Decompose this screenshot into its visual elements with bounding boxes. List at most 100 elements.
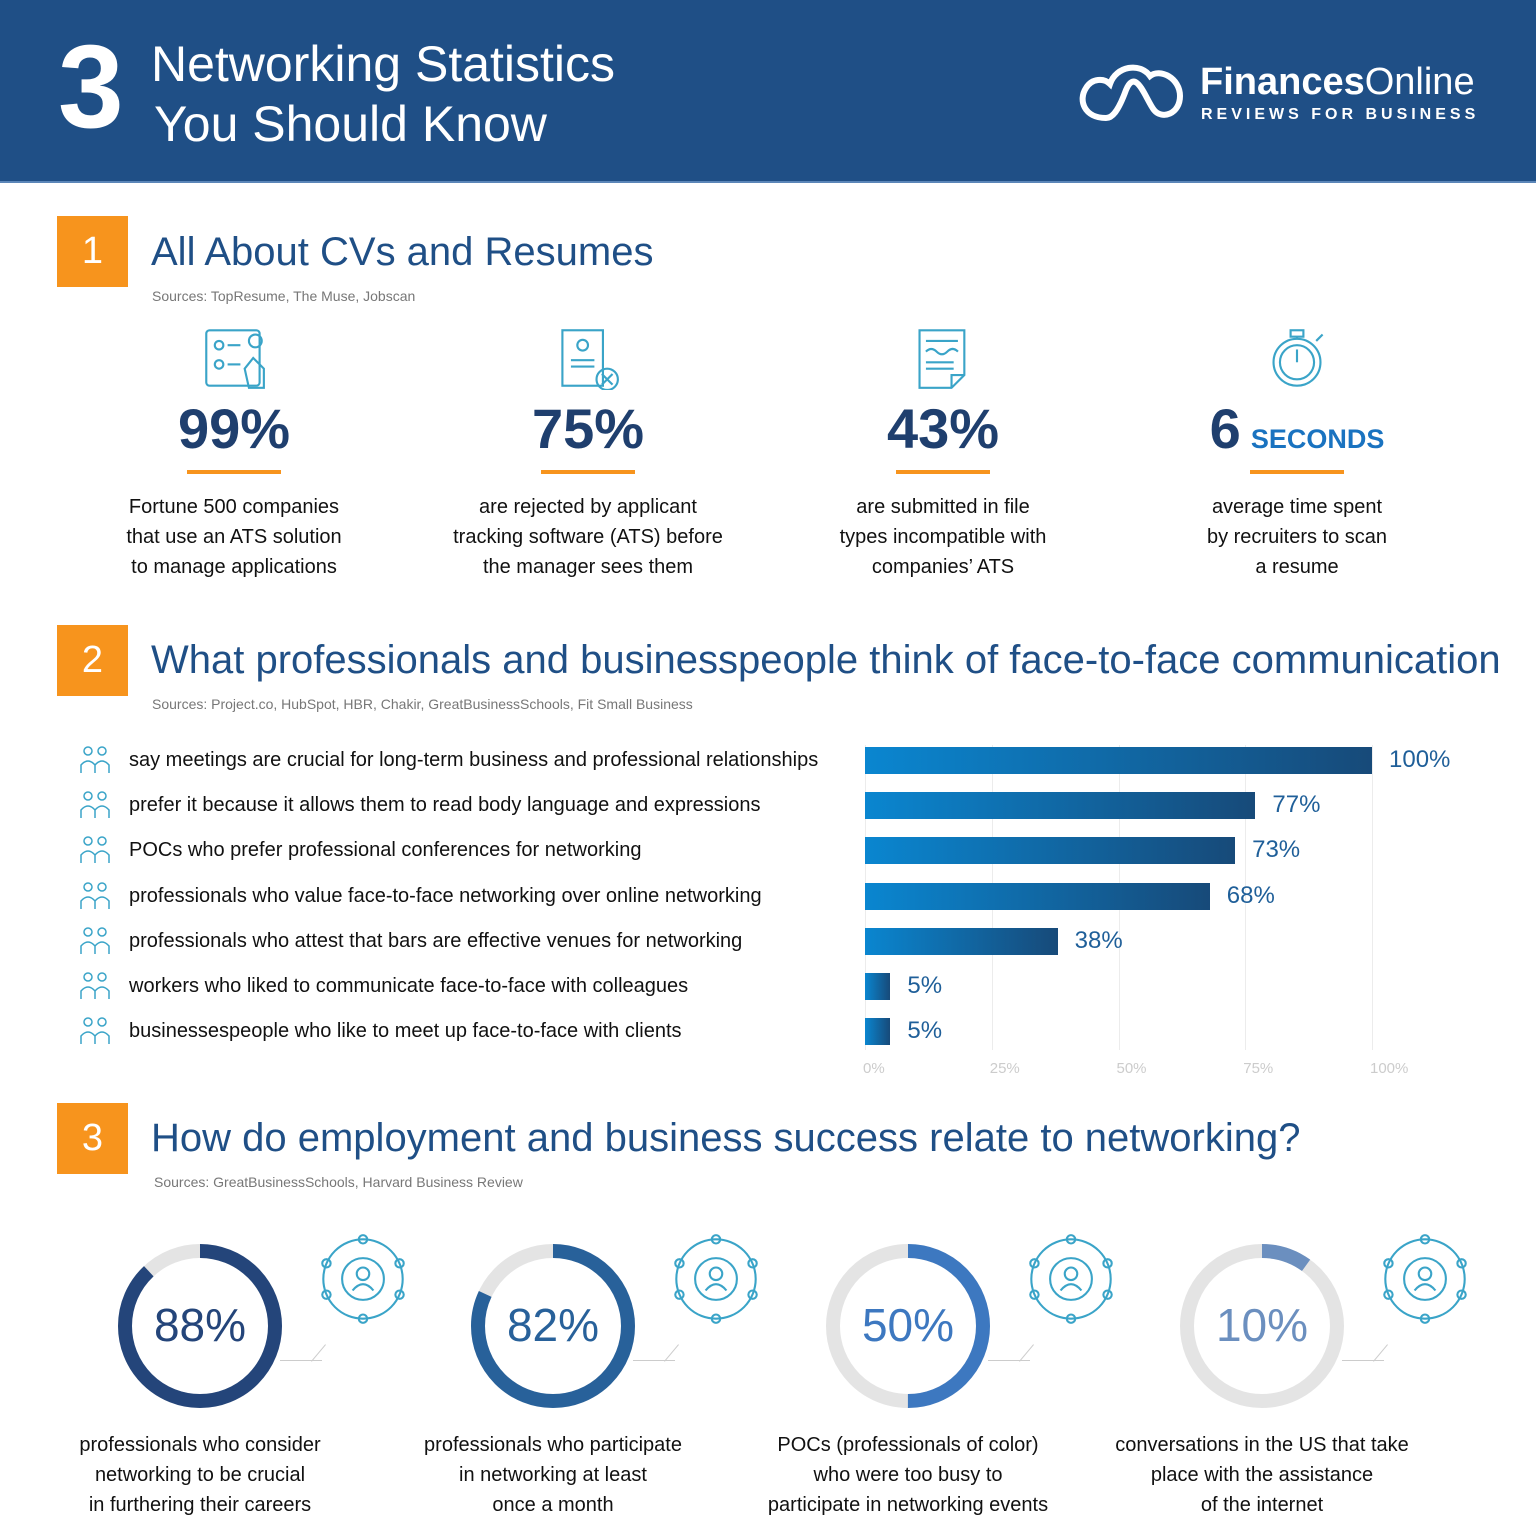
x-tick-label: 100%: [1370, 1060, 1409, 1077]
bar: [865, 837, 1236, 865]
stat-description-line: that use an ATS solution: [126, 526, 342, 548]
section-1-number: 1: [57, 216, 128, 287]
bar-category-label: workers who liked to communicate face-to…: [129, 975, 689, 997]
section-2-title: What professionals and businesspeople th…: [151, 638, 1501, 682]
title-line-1: Networking Statistics: [151, 36, 616, 92]
bar-category-label: prefer it because it allows them to read…: [129, 794, 761, 817]
stat-number: 75%: [531, 397, 645, 460]
stat-value: 43%: [783, 394, 1103, 464]
network-person-icon: [316, 1232, 410, 1331]
donut-arc: [471, 1244, 635, 1408]
donut-arc: [118, 1244, 282, 1408]
donut-description-line: place with the assistance: [1150, 1464, 1374, 1486]
bar-value-label: 77%: [1272, 791, 1321, 819]
donut-value: 82%: [506, 1299, 600, 1351]
grid-line: [1245, 745, 1247, 1050]
bar: [865, 1018, 891, 1046]
bar-category-label: businessespeople who like to meet up fac…: [129, 1020, 682, 1043]
stat-card: 99% Fortune 500 companies that use an ATS …: [74, 326, 394, 582]
donut-chart: 50%: [818, 1236, 998, 1416]
professional-calendar-icon: [669, 1232, 763, 1331]
rejected-resume-icon: [428, 326, 748, 394]
stat-card: 6 SECONDS average time spent by recruiters …: [1137, 326, 1457, 582]
stat-description-line: companies’ ATS: [871, 556, 1015, 578]
donut-description: professionals who consider networking to …: [20, 1430, 380, 1520]
bar: [865, 882, 1210, 910]
header-number: 3: [58, 21, 124, 153]
stat-description-line: are submitted in file: [856, 496, 1030, 518]
clients-meeting-icon: [78, 1014, 112, 1048]
colleagues-icon: [78, 969, 112, 1003]
stat-underline: [187, 470, 281, 474]
donut-arc: [1180, 1244, 1344, 1408]
document-icon: [783, 326, 1103, 394]
stat-unit: SECONDS: [1250, 424, 1385, 454]
donut-chart: 82%: [463, 1236, 643, 1416]
meeting-icon: [78, 743, 112, 777]
donut-arc: [826, 1244, 990, 1408]
stat-description: average time spent by recruiters to scan a…: [1137, 492, 1457, 582]
clock-businessman-icon: [1024, 1232, 1118, 1331]
grid-line: [1372, 745, 1373, 1050]
stat-description-line: the manager sees them: [482, 556, 694, 578]
cloud-logo-icon: [1079, 64, 1184, 122]
stat-description: are rejected by applicant tracking softwa…: [428, 492, 748, 582]
bar: [865, 747, 1372, 774]
header-banner: [0, 0, 1536, 183]
section-3-sources: Sources: GreatBusinessSchools, Harvard B…: [154, 1174, 523, 1190]
stat-value: 99%: [74, 394, 394, 464]
donut-description-line: who were too busy to: [813, 1464, 1003, 1486]
stat-description-line: are rejected by applicant: [479, 496, 697, 518]
stat-value: 75%: [428, 394, 748, 464]
bar-category-label: say meetings are crucial for long-term b…: [129, 749, 819, 771]
donut-description: conversations in the US that take place w…: [1082, 1430, 1442, 1520]
donut-description-line: participate in networking events: [767, 1494, 1049, 1516]
x-tick-label: 0%: [863, 1060, 885, 1077]
bar-category-label: POCs who prefer professional conferences…: [129, 839, 642, 862]
donut-description-line: professionals who consider: [79, 1434, 321, 1456]
connector-line: [1342, 1360, 1384, 1361]
donut-value: 88%: [153, 1299, 247, 1351]
donut-chart: 10%: [1172, 1236, 1352, 1416]
stat-number: 6: [1209, 397, 1241, 460]
stat-description-line: Fortune 500 companies: [128, 496, 340, 518]
donut-description-line: networking to be crucial: [94, 1464, 306, 1486]
donut-value: 10%: [1215, 1299, 1309, 1351]
logo-text: FinancesOnline: [1200, 61, 1475, 103]
stat-description-line: types incompatible with: [839, 526, 1047, 548]
video-call-icon: [1378, 1232, 1472, 1331]
donut-description-line: POCs (professionals of color): [777, 1434, 1039, 1456]
bar-drink-icon: [78, 924, 112, 958]
stat-description: Fortune 500 companies that use an ATS sol…: [74, 492, 394, 582]
connector-line: [633, 1360, 675, 1361]
stat-number: 99%: [177, 397, 291, 460]
donut-description-line: of the internet: [1200, 1494, 1324, 1516]
stat-card: 43% are submitted in file types incompatib…: [783, 326, 1103, 582]
x-tick-label: 75%: [1243, 1060, 1274, 1077]
bar-value-label: 73%: [1252, 836, 1301, 864]
bar-category-label: professionals who attest that bars are e…: [129, 929, 743, 952]
stat-number: 43%: [886, 397, 1000, 460]
donut-description: POCs (professionals of color) who were to…: [728, 1430, 1088, 1520]
connector-line: [988, 1360, 1030, 1361]
bar-value-label: 68%: [1226, 881, 1275, 909]
section-2-number: 2: [57, 625, 128, 696]
page-title: Networking Statistics You Should Know: [151, 34, 615, 154]
donut-description: professionals who participate in networki…: [373, 1430, 733, 1520]
connector-line: [280, 1360, 322, 1361]
ats-screen-icon: [74, 326, 394, 394]
stat-description-line: by recruiters to scan: [1206, 526, 1388, 548]
donut-description-line: in networking at least: [459, 1464, 647, 1486]
x-tick-label: 25%: [989, 1060, 1020, 1077]
stat-underline: [1250, 470, 1344, 474]
stat-value: 6 SECONDS: [1137, 394, 1457, 464]
stat-description-line: tracking software (ATS) before: [453, 526, 723, 548]
section-3-number: 3: [57, 1103, 128, 1174]
bar: [865, 973, 891, 1000]
bar-category-label: professionals who value face-to-face net…: [129, 884, 762, 907]
section-1-sources: Sources: TopResume, The Muse, Jobscan: [152, 288, 416, 304]
stat-card: 75% are rejected by applicant tracking sof…: [428, 326, 748, 582]
section-2-sources: Sources: Project.co, HubSpot, HBR, Chaki…: [152, 696, 693, 712]
body-language-icon: [78, 788, 112, 822]
donut-chart: 88%: [110, 1236, 290, 1416]
